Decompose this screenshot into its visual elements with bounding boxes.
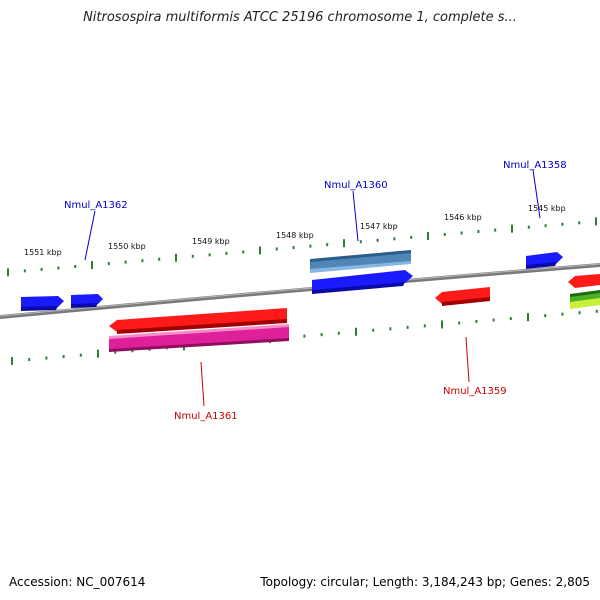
kbp-label: 1545 kbp (528, 204, 566, 213)
kbp-label: 1551 kbp (24, 248, 62, 257)
kbp-label: 1549 kbp (192, 237, 230, 246)
gene-nmul-a1358[interactable] (526, 252, 563, 269)
kbp-label: 1546 kbp (444, 213, 482, 222)
leader-line (532, 169, 541, 219)
chromosome-title: Nitrosospira multiformis ATCC 25196 chro… (83, 10, 517, 25)
gene-forward-left-2[interactable] (71, 294, 103, 308)
kbp-label: 1547 kbp (360, 222, 398, 231)
gene-label[interactable]: Nmul_A1360 (324, 180, 388, 191)
leader-line (200, 361, 205, 407)
gene-nmul-a1360-alt[interactable] (310, 250, 411, 273)
gene-nmul-a1361[interactable] (109, 308, 287, 334)
accession-text: Accession: NC_007614 (9, 575, 146, 589)
gene-label[interactable]: Nmul_A1358 (503, 160, 567, 171)
gene-label[interactable]: Nmul_A1362 (64, 200, 128, 211)
gene-forward-left-1[interactable] (21, 296, 64, 311)
leader-line (84, 210, 96, 261)
gene-nmul-a1359[interactable] (435, 287, 490, 306)
gene-label[interactable]: Nmul_A1359 (443, 386, 507, 397)
inner-tick-ruler (11, 309, 598, 365)
gene-nmul-a1361-rna[interactable] (109, 324, 289, 352)
chromosome-backbone (0, 263, 600, 319)
kbp-label: 1550 kbp (108, 242, 146, 251)
gene-right-edge-green[interactable] (570, 290, 600, 309)
kbp-label: 1548 kbp (276, 231, 314, 240)
outer-tick-ruler (7, 217, 597, 277)
topology-summary: Topology: circular; Length: 3,184,243 bp… (260, 575, 590, 589)
gene-nmul-a1360[interactable] (312, 270, 413, 294)
gene-label[interactable]: Nmul_A1361 (174, 411, 238, 422)
gene-right-edge-red[interactable] (568, 274, 600, 288)
leader-line (465, 336, 470, 383)
leader-line (352, 190, 359, 242)
